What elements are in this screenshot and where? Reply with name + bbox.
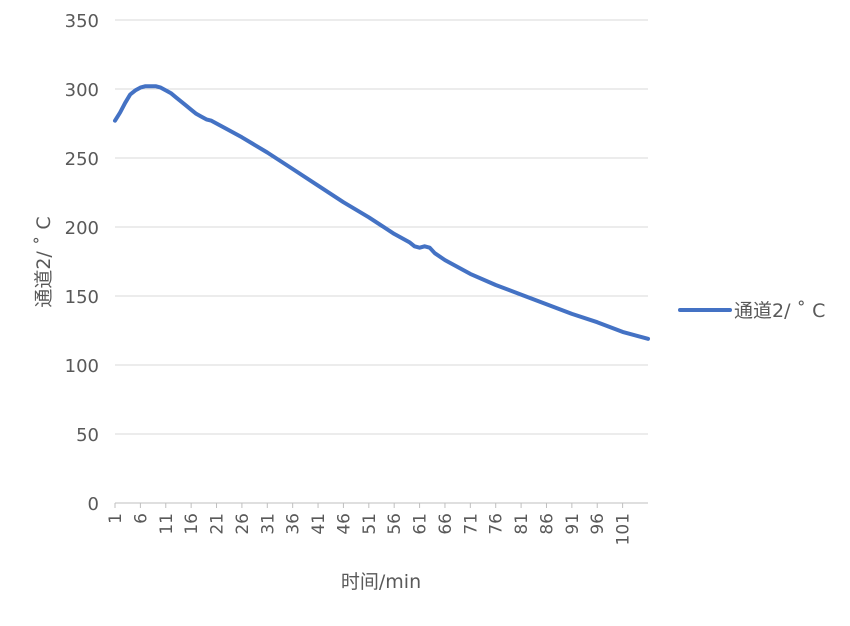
y-tick-label: 200 [65,218,99,239]
y-tick-label: 250 [65,149,99,170]
x-tick-label: 31 [258,513,278,535]
series-line [113,84,650,341]
y-tick-label: 50 [76,425,99,446]
legend: 通道2/ ˚ C [678,300,825,322]
x-tick-label: 76 [487,513,507,535]
x-tick-label: 21 [208,513,228,535]
x-tick-label: 11 [157,513,177,535]
x-tick-label: 66 [436,513,456,535]
y-axis-ticks: 0 50 100 150 200 250 300 350 [65,11,99,515]
y-tick-label: 100 [65,356,99,377]
legend-label: 通道2/ ˚ C [734,300,825,322]
x-tick-label: 26 [233,513,253,535]
x-tick-label: 16 [182,513,202,535]
x-tick-label: 101 [614,513,634,545]
x-tick-label: 51 [360,513,380,535]
x-tick-label: 1 [106,513,126,524]
y-axis-title: 通道2/ ˚ C [33,216,55,307]
x-tick-label: 41 [309,513,329,535]
gridlines [115,19,648,504]
x-axis-ticks: 1 6 11 16 21 26 31 36 41 46 51 56 61 66 71 76 81 86 91 96 10… [106,503,634,545]
series-layer [113,84,650,341]
x-tick-label: 91 [563,513,583,535]
x-tick-label: 81 [512,513,532,535]
y-tick-label: 0 [88,494,99,515]
x-tick-label: 61 [411,513,431,535]
x-tick-label: 46 [334,513,354,535]
x-tick-label: 56 [385,513,405,535]
y-tick-label: 150 [65,287,99,308]
x-tick-label: 71 [461,513,481,535]
x-tick-label: 86 [537,513,557,535]
x-axis-title: 时间/min [341,571,421,593]
x-tick-label: 6 [131,513,151,524]
x-tick-label: 36 [284,513,304,535]
y-tick-label: 300 [65,80,99,101]
y-tick-label: 350 [65,11,99,32]
x-tick-label: 96 [588,513,608,535]
